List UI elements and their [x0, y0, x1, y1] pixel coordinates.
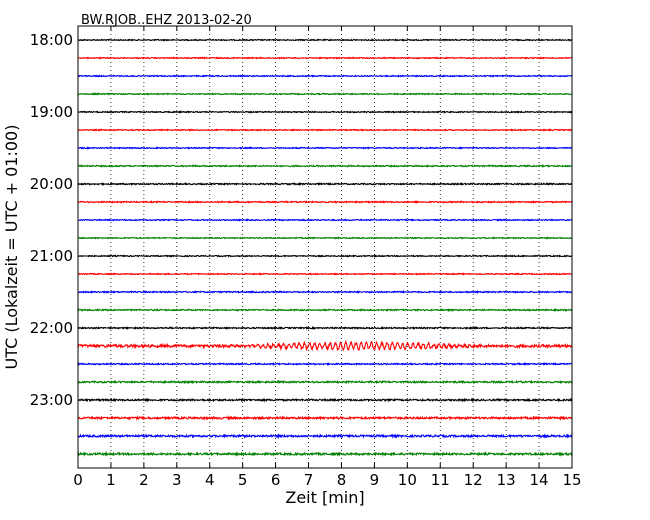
x-tick-label: 6 — [271, 471, 281, 489]
trace-2015 — [77, 199, 573, 205]
trace-2230 — [77, 361, 573, 366]
y-tick-label: 23:00 — [30, 391, 73, 409]
x-tick-label: 0 — [73, 471, 83, 489]
x-ticks: 0 1 2 3 4 5 6 7 8 9 10 11 12 13 14 15 — [73, 26, 582, 489]
trace-2200 — [77, 325, 573, 330]
traces-group — [77, 38, 573, 457]
trace-2315 — [77, 415, 573, 421]
x-tick-label: 3 — [172, 471, 182, 489]
trace-1800 — [77, 38, 573, 42]
x-tick-label: 14 — [530, 471, 549, 489]
trace-2030 — [77, 218, 573, 222]
trace-2115 — [78, 272, 573, 276]
x-tick-label: 5 — [238, 471, 248, 489]
trace-2100 — [77, 254, 573, 258]
trace-2345 — [77, 451, 573, 457]
y-tick-label: 21:00 — [30, 247, 73, 265]
trace-1945 — [77, 163, 573, 168]
x-tick-label: 8 — [337, 471, 347, 489]
x-axis-label: Zeit [min] — [285, 488, 364, 507]
trace-2330 — [77, 432, 573, 440]
y-tick-label: 22:00 — [30, 319, 73, 337]
trace-2000 — [77, 181, 573, 187]
x-tick-label: 10 — [398, 471, 417, 489]
trace-1900 — [77, 110, 573, 114]
x-tick-label: 9 — [370, 471, 380, 489]
trace-1845 — [77, 92, 573, 96]
y-axis-label: UTC (Lokalzeit = UTC + 01:00) — [2, 125, 21, 370]
y-tick-label: 19:00 — [30, 103, 73, 121]
trace-1830 — [77, 74, 573, 78]
trace-2245 — [77, 379, 573, 385]
trace-2130 — [77, 289, 573, 294]
x-tick-label: 1 — [106, 471, 116, 489]
trace-2215 — [77, 339, 573, 352]
x-tick-label: 4 — [205, 471, 215, 489]
x-tick-label: 15 — [562, 471, 581, 489]
x-tick-label: 13 — [497, 471, 516, 489]
plot-frame — [77, 25, 573, 469]
trace-1915 — [77, 128, 573, 132]
trace-1815 — [77, 56, 573, 60]
x-tick-label: 7 — [304, 471, 314, 489]
trace-2045 — [77, 236, 573, 240]
x-tick-label: 2 — [139, 471, 149, 489]
trace-1930 — [77, 146, 573, 150]
x-tick-label: 12 — [464, 471, 483, 489]
chart-title: BW.RJOB..EHZ 2013-02-20 — [81, 13, 252, 28]
trace-2145 — [77, 308, 573, 312]
x-tick-label: 11 — [431, 471, 450, 489]
grid-lines — [110, 26, 540, 468]
y-tick-label: 18:00 — [30, 31, 73, 49]
trace-2300 — [77, 397, 573, 403]
y-tick-label: 20:00 — [30, 175, 73, 193]
y-ticks: 18:00 19:00 20:00 21:00 22:00 23:00 — [30, 31, 83, 409]
